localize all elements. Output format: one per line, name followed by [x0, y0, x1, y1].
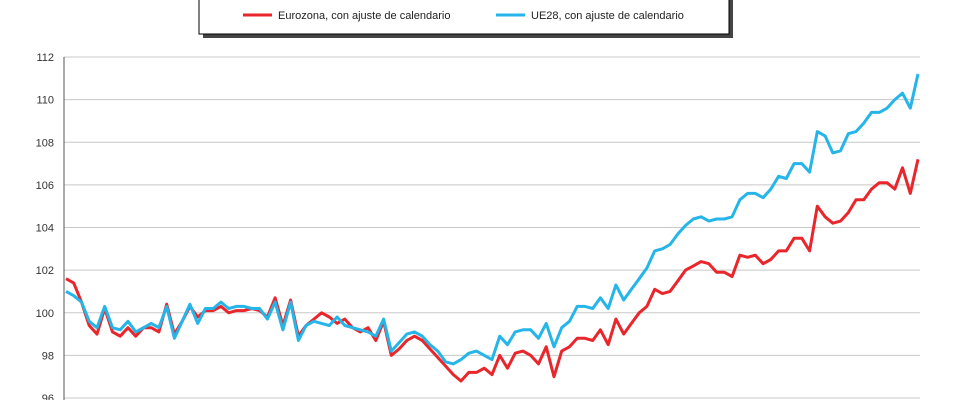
y-axis: 96 98 100 102 104 106 108 110 112: [36, 52, 65, 400]
series-line-eurozona: [65, 158, 920, 383]
series-line-ue28: [65, 73, 920, 366]
y-tick-label: 102: [36, 265, 54, 277]
legend: Eurozona, con ajuste de calendario UE28,…: [198, 0, 733, 38]
y-tick-label: 112: [36, 52, 54, 64]
y-tick-label: 108: [36, 137, 54, 149]
y-tick-label: 100: [36, 308, 54, 320]
y-tick-label: 104: [36, 223, 54, 235]
legend-label-ue28: UE28, con ajuste de calendario: [531, 10, 684, 22]
series-lines: [65, 73, 920, 383]
y-tick-label: 106: [36, 180, 54, 192]
y-tick-label: 98: [42, 350, 54, 362]
y-tick-label: 110: [36, 95, 54, 107]
y-tick-label: 96: [42, 393, 54, 400]
legend-box: [198, 0, 730, 35]
gridlines: [64, 56, 920, 399]
legend-label-eurozona: Eurozona, con ajuste de calendario: [278, 10, 450, 22]
